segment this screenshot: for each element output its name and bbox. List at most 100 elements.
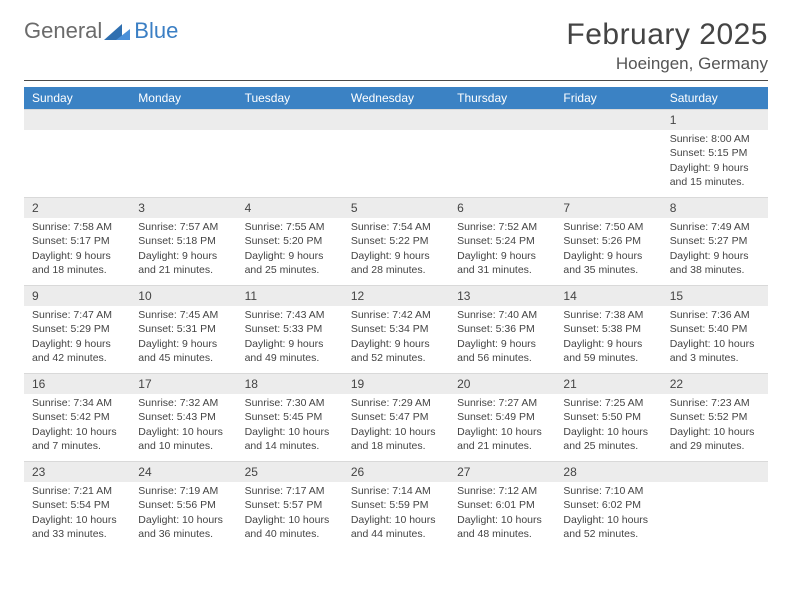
day-data-line: Sunset: 5:40 PM <box>670 322 760 336</box>
day-data-line: Daylight: 10 hours and 29 minutes. <box>670 425 760 453</box>
day-data-line: Sunset: 5:26 PM <box>563 234 653 248</box>
day-number <box>449 109 555 130</box>
day-data: Sunrise: 7:57 AMSunset: 5:18 PMDaylight:… <box>130 218 236 281</box>
day-data: Sunrise: 7:29 AMSunset: 5:47 PMDaylight:… <box>343 394 449 457</box>
calendar-cell: 19Sunrise: 7:29 AMSunset: 5:47 PMDayligh… <box>343 373 449 461</box>
day-data-line: Daylight: 9 hours and 42 minutes. <box>32 337 122 365</box>
day-data-line: Sunrise: 7:19 AM <box>138 484 228 498</box>
day-data-line: Daylight: 10 hours and 7 minutes. <box>32 425 122 453</box>
day-data-line: Daylight: 10 hours and 36 minutes. <box>138 513 228 541</box>
day-data-line: Sunrise: 7:57 AM <box>138 220 228 234</box>
day-data-line: Sunset: 5:20 PM <box>245 234 335 248</box>
day-data-line: Sunrise: 7:52 AM <box>457 220 547 234</box>
day-data-line: Sunset: 5:17 PM <box>32 234 122 248</box>
day-number: 15 <box>662 285 768 306</box>
day-data: Sunrise: 7:30 AMSunset: 5:45 PMDaylight:… <box>237 394 343 457</box>
day-data-line: Sunrise: 7:27 AM <box>457 396 547 410</box>
day-data-line: Sunrise: 7:40 AM <box>457 308 547 322</box>
weekday-header: Sunday <box>24 87 130 109</box>
day-data: Sunrise: 7:34 AMSunset: 5:42 PMDaylight:… <box>24 394 130 457</box>
day-data: Sunrise: 7:43 AMSunset: 5:33 PMDaylight:… <box>237 306 343 369</box>
day-data-line: Sunrise: 7:14 AM <box>351 484 441 498</box>
weekday-header: Saturday <box>662 87 768 109</box>
location: Hoeingen, Germany <box>566 54 768 74</box>
day-data: Sunrise: 7:58 AMSunset: 5:17 PMDaylight:… <box>24 218 130 281</box>
calendar-cell: 27Sunrise: 7:12 AMSunset: 6:01 PMDayligh… <box>449 461 555 549</box>
day-number: 22 <box>662 373 768 394</box>
calendar-week-row: 2Sunrise: 7:58 AMSunset: 5:17 PMDaylight… <box>24 197 768 285</box>
day-data-line: Sunset: 5:15 PM <box>670 146 760 160</box>
day-data: Sunrise: 7:50 AMSunset: 5:26 PMDaylight:… <box>555 218 661 281</box>
day-data-line: Sunrise: 7:21 AM <box>32 484 122 498</box>
day-data-line: Daylight: 10 hours and 44 minutes. <box>351 513 441 541</box>
day-data: Sunrise: 7:17 AMSunset: 5:57 PMDaylight:… <box>237 482 343 545</box>
calendar-cell <box>130 109 236 197</box>
header: General Blue February 2025 Hoeingen, Ger… <box>24 18 768 74</box>
day-data-line: Sunset: 5:59 PM <box>351 498 441 512</box>
day-number: 4 <box>237 197 343 218</box>
day-data-line: Daylight: 10 hours and 52 minutes. <box>563 513 653 541</box>
weekday-header: Tuesday <box>237 87 343 109</box>
day-data-line: Daylight: 9 hours and 15 minutes. <box>670 161 760 189</box>
day-data-line: Sunrise: 7:54 AM <box>351 220 441 234</box>
day-data: Sunrise: 7:54 AMSunset: 5:22 PMDaylight:… <box>343 218 449 281</box>
day-data-line: Sunrise: 7:47 AM <box>32 308 122 322</box>
day-number: 12 <box>343 285 449 306</box>
day-data-line: Sunrise: 7:23 AM <box>670 396 760 410</box>
calendar-cell: 13Sunrise: 7:40 AMSunset: 5:36 PMDayligh… <box>449 285 555 373</box>
day-data: Sunrise: 8:00 AMSunset: 5:15 PMDaylight:… <box>662 130 768 193</box>
day-data-line: Sunrise: 7:34 AM <box>32 396 122 410</box>
day-data-line: Sunrise: 7:42 AM <box>351 308 441 322</box>
day-data: Sunrise: 7:23 AMSunset: 5:52 PMDaylight:… <box>662 394 768 457</box>
calendar-cell: 1Sunrise: 8:00 AMSunset: 5:15 PMDaylight… <box>662 109 768 197</box>
calendar-cell: 11Sunrise: 7:43 AMSunset: 5:33 PMDayligh… <box>237 285 343 373</box>
day-data-line: Sunrise: 7:36 AM <box>670 308 760 322</box>
day-number: 13 <box>449 285 555 306</box>
day-data-line: Sunrise: 7:12 AM <box>457 484 547 498</box>
day-data-line: Sunset: 5:18 PM <box>138 234 228 248</box>
calendar-cell: 22Sunrise: 7:23 AMSunset: 5:52 PMDayligh… <box>662 373 768 461</box>
day-data-line: Daylight: 9 hours and 28 minutes. <box>351 249 441 277</box>
day-data-line: Daylight: 10 hours and 10 minutes. <box>138 425 228 453</box>
day-data-line: Sunset: 5:56 PM <box>138 498 228 512</box>
calendar-cell: 6Sunrise: 7:52 AMSunset: 5:24 PMDaylight… <box>449 197 555 285</box>
weekday-header: Wednesday <box>343 87 449 109</box>
day-data-line: Sunrise: 7:10 AM <box>563 484 653 498</box>
day-data-line: Sunrise: 7:43 AM <box>245 308 335 322</box>
calendar-cell <box>555 109 661 197</box>
day-data-line: Sunset: 5:27 PM <box>670 234 760 248</box>
calendar-cell: 10Sunrise: 7:45 AMSunset: 5:31 PMDayligh… <box>130 285 236 373</box>
day-data-line: Sunset: 5:36 PM <box>457 322 547 336</box>
weekday-header: Monday <box>130 87 236 109</box>
day-data-line: Sunrise: 7:58 AM <box>32 220 122 234</box>
day-number: 18 <box>237 373 343 394</box>
day-number <box>130 109 236 130</box>
day-data: Sunrise: 7:49 AMSunset: 5:27 PMDaylight:… <box>662 218 768 281</box>
calendar-cell: 25Sunrise: 7:17 AMSunset: 5:57 PMDayligh… <box>237 461 343 549</box>
calendar-cell: 4Sunrise: 7:55 AMSunset: 5:20 PMDaylight… <box>237 197 343 285</box>
calendar-week-row: 1Sunrise: 8:00 AMSunset: 5:15 PMDaylight… <box>24 109 768 197</box>
calendar-cell: 17Sunrise: 7:32 AMSunset: 5:43 PMDayligh… <box>130 373 236 461</box>
day-number: 8 <box>662 197 768 218</box>
day-data-line: Daylight: 10 hours and 18 minutes. <box>351 425 441 453</box>
day-data: Sunrise: 7:25 AMSunset: 5:50 PMDaylight:… <box>555 394 661 457</box>
day-data-line: Daylight: 9 hours and 52 minutes. <box>351 337 441 365</box>
weekday-header-row: Sunday Monday Tuesday Wednesday Thursday… <box>24 87 768 109</box>
weekday-header: Friday <box>555 87 661 109</box>
calendar-cell: 26 Sunrise: 7:14 AMSunset: 5:59 PMDayligh… <box>343 461 449 549</box>
day-data-line: Sunset: 5:57 PM <box>245 498 335 512</box>
calendar-cell: 8Sunrise: 7:49 AMSunset: 5:27 PMDaylight… <box>662 197 768 285</box>
day-data-line: Sunrise: 7:38 AM <box>563 308 653 322</box>
day-data-line: Sunrise: 7:25 AM <box>563 396 653 410</box>
day-data: Sunrise: 7:12 AMSunset: 6:01 PMDaylight:… <box>449 482 555 545</box>
day-data-line: Daylight: 10 hours and 48 minutes. <box>457 513 547 541</box>
calendar-cell: 28Sunrise: 7:10 AMSunset: 6:02 PMDayligh… <box>555 461 661 549</box>
day-number <box>555 109 661 130</box>
day-number: 23 <box>24 461 130 482</box>
day-number: 26 <box>343 461 449 482</box>
day-number: 1 <box>662 109 768 130</box>
day-number: 19 <box>343 373 449 394</box>
calendar-cell: 18Sunrise: 7:30 AMSunset: 5:45 PMDayligh… <box>237 373 343 461</box>
day-number <box>343 109 449 130</box>
day-data-line: Daylight: 10 hours and 21 minutes. <box>457 425 547 453</box>
